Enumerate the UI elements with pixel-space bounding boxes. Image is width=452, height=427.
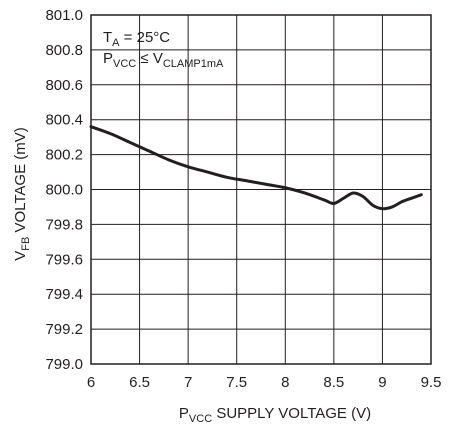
annotation-temperature: TA = 25°C <box>103 29 170 49</box>
series-line-0 <box>89 125 423 211</box>
y-tick-label-8: 800.6 <box>45 77 83 94</box>
x-tick-label-2: 7 <box>184 374 192 391</box>
y-tick-labels: 799.0 799.2 799.4 799.6 799.8 800.0 800.2 800.4… <box>45 7 83 373</box>
x-tick-label-7: 9.5 <box>421 374 442 391</box>
y-tick-label-9: 800.8 <box>45 42 83 59</box>
x-tick-label-3: 7.5 <box>226 374 247 391</box>
y-tick-label-7: 800.4 <box>45 112 83 129</box>
plot-border <box>90 14 432 365</box>
x-tick-label-5: 8.5 <box>323 374 344 391</box>
plot-frame <box>90 14 432 365</box>
series-group <box>89 125 423 211</box>
y-tick-label-6: 800.2 <box>45 147 83 164</box>
y-tick-label-3: 799.6 <box>45 251 83 268</box>
y-tick-label-4: 799.8 <box>45 216 83 233</box>
y-axis-title: VFB VOLTAGE (mV) <box>12 127 32 261</box>
x-tick-label-0: 6 <box>87 374 95 391</box>
y-tick-label-2: 799.4 <box>45 286 83 303</box>
y-tick-label-1: 799.2 <box>45 321 83 338</box>
y-tick-label-5: 800.0 <box>45 182 83 199</box>
annotation-supply-condition: PVCC ≤ VCLAMP1mA <box>103 50 224 70</box>
x-tick-label-1: 6.5 <box>129 374 150 391</box>
x-tick-label-4: 8 <box>281 374 289 391</box>
x-tick-label-6: 9 <box>378 374 386 391</box>
grid <box>90 14 432 365</box>
y-tick-label-0: 799.0 <box>45 356 83 373</box>
y-tick-label-10: 801.0 <box>45 7 83 24</box>
x-axis-title: PVCC SUPPLY VOLTAGE (V) <box>179 405 371 425</box>
x-tick-labels: 6 6.5 7 7.5 8 8.5 9 9.5 <box>87 374 442 391</box>
